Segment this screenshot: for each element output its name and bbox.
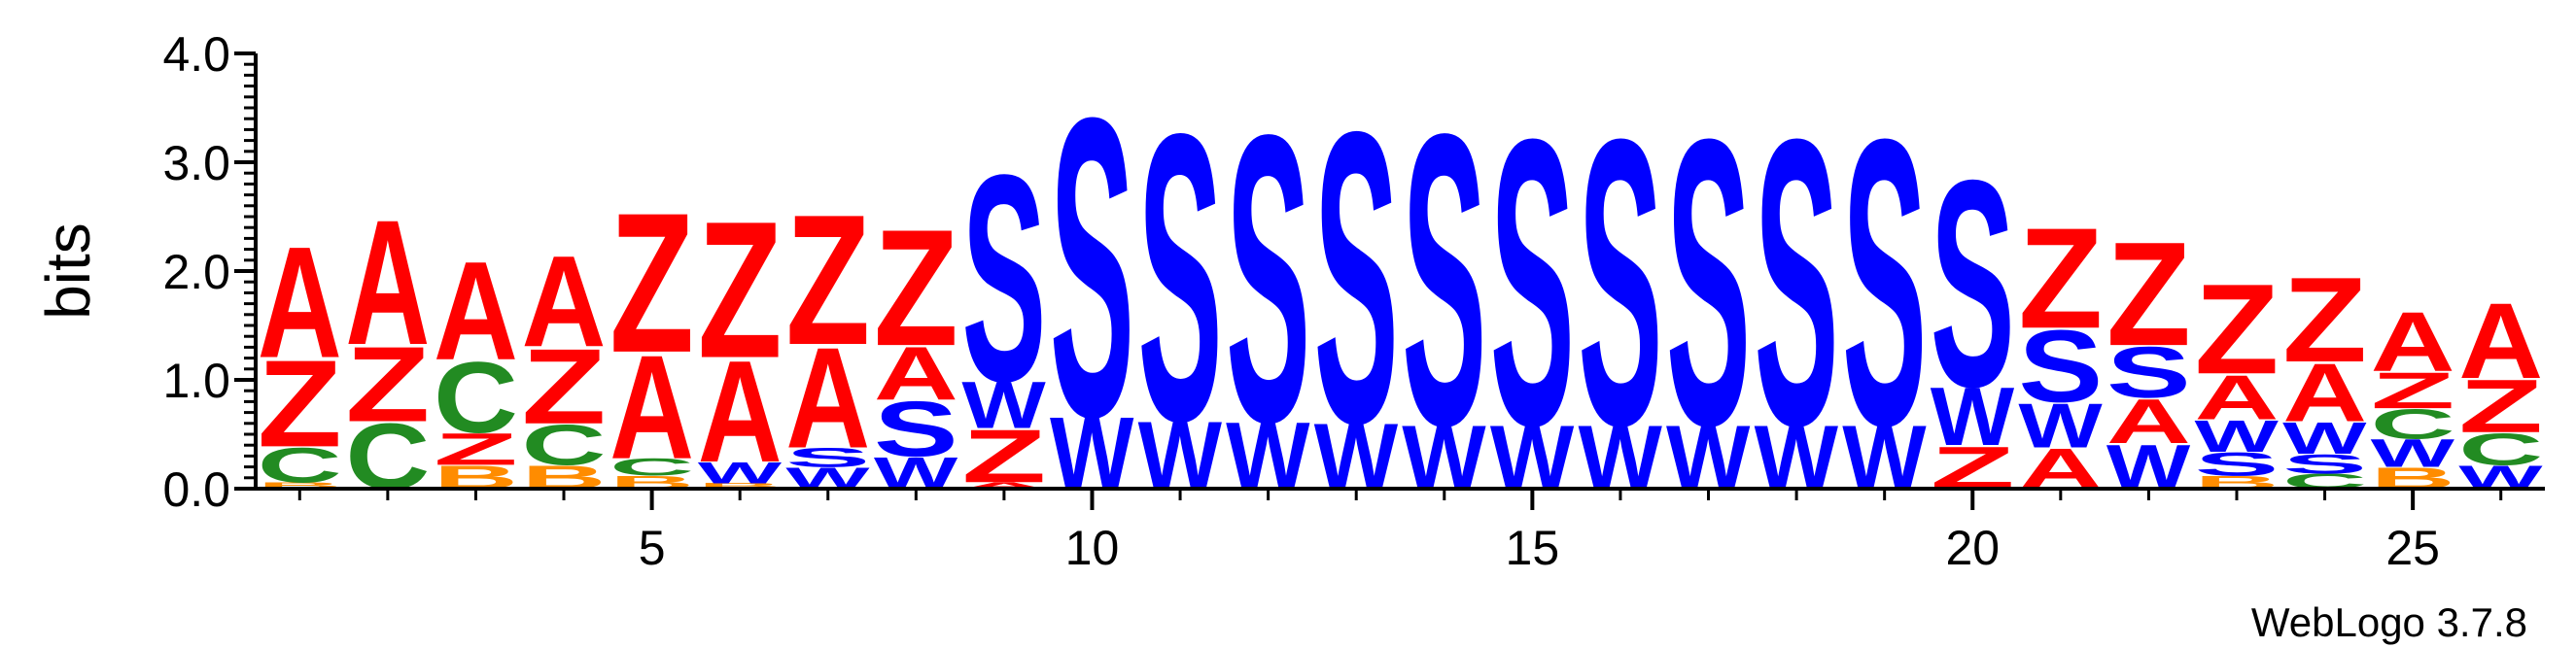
glyph-S-pos-15: S: [1490, 53, 1575, 510]
glyph-A-pos-7: A: [785, 318, 870, 479]
glyph-B-pos-1: B: [258, 481, 342, 491]
glyph-Z-pos-23: Z: [2195, 258, 2280, 401]
glyph-Z-pos-5: Z: [609, 172, 694, 394]
glyph-W-pos-21: W: [2018, 390, 2102, 460]
y-tick-label: 1.0: [162, 354, 230, 408]
glyph-S-pos-18: S: [1755, 53, 1839, 510]
glyph-Z-pos-2: Z: [345, 324, 430, 444]
glyph-A-pos-22: A: [2106, 386, 2191, 458]
glyph-A-pos-4: A: [522, 228, 607, 373]
glyph-W-pos-24: W: [2282, 413, 2367, 463]
glyph-S-pos-19: S: [1842, 53, 1927, 510]
x-ticks: 5 10 15 20 25: [297, 489, 2503, 575]
glyph-B-pos-6: B: [698, 482, 783, 491]
glyph-S-pos-22: S: [2106, 331, 2191, 413]
glyph-W-pos-9: W: [961, 368, 1046, 442]
glyph-S-pos-8: S: [874, 385, 958, 472]
glyph-S-pos-13: S: [1314, 47, 1399, 511]
glyph-S-pos-21: S: [2018, 310, 2103, 425]
y-tick-label: 4.0: [162, 27, 230, 82]
glyph-C-pos-5: C: [609, 454, 694, 481]
glyph-W-pos-25: W: [2371, 431, 2455, 475]
glyph-S-pos-20: S: [1931, 120, 2015, 449]
y-tick-label: 2.0: [162, 245, 230, 299]
glyph-A-pos-26: A: [2458, 281, 2543, 400]
glyph-A-pos-9: A: [961, 481, 1046, 491]
glyph-A-pos-25: A: [2371, 295, 2455, 390]
glyph-Z-pos-9: Z: [961, 414, 1046, 498]
glyph-C-pos-26: C: [2458, 424, 2543, 474]
glyph-W-pos-23: W: [2195, 411, 2280, 461]
x-tick-label: 25: [2385, 521, 2440, 575]
glyph-S-pos-24: S: [2282, 449, 2367, 479]
x-tick-label: 20: [1945, 521, 2000, 575]
y-ticks: 0.0 1.0 2.0 3.0 4.0: [162, 27, 256, 517]
glyph-S-pos-10: S: [1050, 29, 1134, 506]
glyph-S-pos-7: S: [785, 442, 870, 472]
y-axis-label: bits: [33, 222, 103, 320]
glyph-Z-pos-25: Z: [2371, 361, 2455, 419]
glyph-S-pos-14: S: [1402, 49, 1486, 513]
glyph-A-pos-8: A: [874, 331, 958, 416]
glyph-A-pos-5: A: [609, 325, 694, 491]
glyph-C-pos-25: C: [2371, 401, 2455, 449]
x-tick-label: 5: [639, 521, 666, 575]
glyph-A-pos-2: A: [345, 182, 430, 382]
glyph-Z-pos-6: Z: [698, 181, 783, 398]
glyph-A-pos-1: A: [258, 215, 342, 392]
x-tick-label: 10: [1065, 521, 1120, 575]
glyph-Z-pos-1: Z: [258, 334, 342, 473]
glyph-S-pos-23: S: [2195, 446, 2280, 483]
glyph-C-pos-3: C: [434, 340, 518, 454]
glyph-A-pos-6: A: [698, 330, 783, 493]
glyph-W-pos-6: W: [698, 457, 783, 491]
glyph-C-pos-4: C: [522, 413, 607, 477]
glyph-Z-pos-24: Z: [2282, 253, 2367, 388]
glyph-W-pos-20: W: [1931, 370, 2015, 463]
glyph-S-pos-9: S: [961, 115, 1046, 443]
glyph-S-pos-12: S: [1226, 51, 1310, 508]
y-tick-label: 0.0: [162, 462, 230, 517]
x-tick-label: 15: [1506, 521, 1560, 575]
glyph-Z-pos-26: Z: [2458, 364, 2543, 449]
glyph-Z-pos-8: Z: [874, 196, 958, 381]
glyph-A-pos-23: A: [2195, 361, 2280, 433]
credit-text: WebLogo 3.7.8: [2251, 599, 2527, 645]
glyph-C-pos-1: C: [258, 437, 342, 494]
glyph-S-pos-17: S: [1666, 53, 1751, 510]
glyph-A-pos-24: A: [2282, 347, 2367, 440]
glyph-Z-pos-3: Z: [434, 425, 518, 475]
glyph-S-pos-11: S: [1138, 51, 1223, 507]
glyph-Z-pos-4: Z: [522, 326, 607, 446]
glyph-Z-pos-21: Z: [2018, 198, 2103, 358]
glyph-S-pos-16: S: [1578, 53, 1662, 510]
glyph-Z-pos-7: Z: [785, 175, 870, 383]
y-tick-label: 3.0: [162, 136, 230, 190]
glyph-Z-pos-22: Z: [2106, 212, 2191, 378]
glyph-A-pos-3: A: [434, 233, 518, 390]
